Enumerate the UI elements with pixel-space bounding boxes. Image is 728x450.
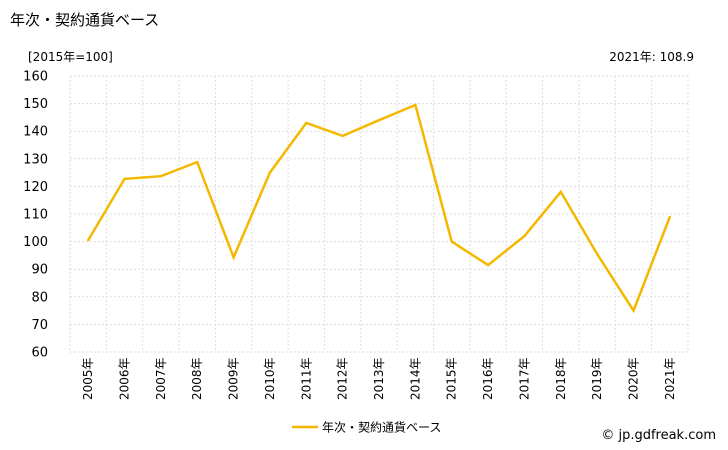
data-point (450, 240, 453, 243)
data-point (595, 252, 599, 256)
x-tick-label: 2017年 (517, 357, 531, 400)
y-tick-label: 70 (31, 318, 48, 333)
y-tick-label: 160 (23, 70, 48, 85)
x-tick-label: 2013年 (372, 357, 386, 400)
data-point (668, 215, 672, 219)
data-point (523, 234, 526, 238)
data-point (559, 190, 562, 194)
x-tick-label: 2016年 (481, 357, 495, 400)
x-tick-label: 2021年 (663, 357, 677, 400)
x-tick-label: 2011年 (299, 357, 313, 400)
data-point (268, 171, 272, 174)
unit-label: [2015年=100] (28, 50, 113, 64)
data-point (196, 160, 199, 164)
data-point (123, 177, 126, 181)
data-point (232, 256, 235, 259)
y-tick-label: 100 (23, 235, 48, 250)
y-tick-label: 110 (23, 208, 48, 223)
data-point (632, 309, 635, 312)
series-line (87, 103, 671, 314)
y-tick-label: 120 (23, 180, 48, 195)
data-point (377, 118, 381, 122)
x-tick-label: 2019年 (590, 357, 604, 400)
y-tick-label: 130 (23, 152, 48, 167)
x-tick-label: 2009年 (227, 357, 241, 400)
y-tick-label: 140 (23, 125, 48, 140)
data-point (159, 174, 163, 178)
x-tick-label: 2008年 (190, 357, 204, 400)
data-point (341, 134, 344, 138)
x-tick-label: 2014年 (408, 357, 422, 400)
y-tick-label: 80 (31, 290, 48, 305)
data-point (86, 239, 90, 242)
x-tick-label: 2020年 (626, 357, 640, 400)
y-tick-label: 150 (23, 97, 48, 112)
source-credit: © jp.gdfreak.com (601, 428, 716, 443)
data-point (486, 263, 490, 267)
x-tick-label: 2015年 (445, 357, 459, 400)
latest-value-label: 2021年: 108.9 (609, 50, 694, 64)
x-tick-label: 2007年 (154, 357, 168, 400)
data-point (305, 121, 308, 125)
data-point (414, 103, 417, 107)
x-tick-label: 2005年 (81, 357, 95, 400)
y-tick-label: 90 (31, 263, 48, 278)
x-tick-label: 2010年 (263, 357, 277, 400)
x-tick-label: 2006年 (118, 357, 132, 400)
x-tick-label: 2018年 (554, 357, 568, 400)
legend-label: 年次・契約通貨ベース (322, 420, 441, 435)
chart-title: 年次・契約通貨ベース (10, 11, 160, 29)
x-tick-label: 2012年 (336, 357, 350, 400)
y-tick-label: 60 (31, 346, 48, 361)
